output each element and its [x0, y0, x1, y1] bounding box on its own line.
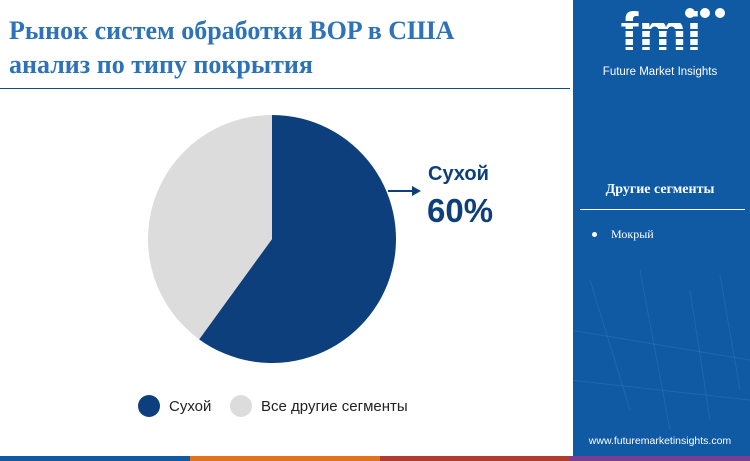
other-segments-list: Мокрый: [592, 227, 654, 242]
logo-subtitle: Future Market Insights: [602, 66, 718, 78]
legend-swatch-other: [230, 395, 252, 417]
legend-swatch-dry: [138, 395, 160, 417]
sidebar: fmi Future Market Insights Другие сегмен…: [570, 0, 750, 456]
website-url[interactable]: www.futuremarketinsights.com: [588, 435, 732, 447]
sidebar-texture: [570, 270, 750, 431]
fmi-logo: fmi: [594, 6, 729, 60]
callout-arrow: [388, 186, 421, 196]
globe-icon: [715, 8, 725, 18]
title-divider: [0, 88, 570, 89]
bullet-icon: [592, 232, 597, 237]
page-title: Рынок систем обработки BOP в США анализ …: [9, 14, 564, 82]
main-panel: Рынок систем обработки BOP в США анализ …: [0, 14, 570, 419]
pie-slices: [147, 114, 396, 363]
bar-segment: [0, 456, 190, 461]
legend-label-dry: Сухой: [169, 397, 212, 415]
callout-value: 60%: [427, 192, 494, 229]
title-line-2: анализ по типу покрытия: [9, 50, 313, 79]
bar-segment: [570, 456, 750, 461]
callout-label: Сухой: [428, 163, 489, 185]
title-line-1: Рынок систем обработки BOP в США: [9, 16, 455, 45]
chart-legend: Сухой Все другие сегменты: [0, 393, 570, 419]
globe-icon: [685, 8, 695, 18]
list-item-label: Мокрый: [611, 227, 654, 241]
sidebar-border: [570, 0, 573, 456]
legend-item-other: Все другие сегменты: [230, 393, 408, 419]
globe-icon: [700, 8, 710, 18]
bar-segment: [380, 456, 570, 461]
sidebar-divider: [580, 209, 745, 210]
bar-segment: [190, 456, 380, 461]
pie-slice-1: [147, 114, 272, 340]
other-segments-heading: Другие сегменты: [605, 182, 715, 197]
pie-chart: [147, 114, 421, 363]
pie-slice-0: [199, 115, 396, 363]
legend-item-dry: Сухой: [138, 393, 211, 419]
list-item: Мокрый: [592, 227, 654, 242]
bottom-color-bar: [0, 456, 750, 461]
legend-label-other: Все другие сегменты: [261, 397, 408, 415]
